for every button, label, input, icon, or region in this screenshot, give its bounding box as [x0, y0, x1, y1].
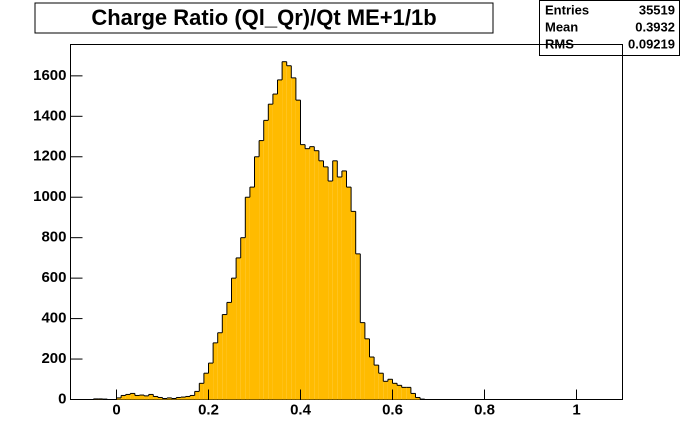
bar: [392, 383, 398, 400]
bar: [148, 394, 154, 400]
bar: [185, 396, 191, 400]
bar: [397, 385, 402, 400]
bar: [415, 397, 421, 400]
bar: [171, 398, 177, 400]
bar: [259, 140, 264, 400]
bar: [190, 395, 195, 400]
bar: [314, 150, 319, 400]
stat-value: 0.09219: [628, 36, 675, 51]
bar: [309, 146, 315, 400]
y-tick-label: 0: [58, 390, 66, 407]
bar: [369, 357, 375, 400]
x-tick-label: 1: [572, 401, 580, 418]
x-tick-label: 0.4: [290, 401, 312, 418]
bar: [121, 395, 126, 400]
bar: [139, 395, 145, 400]
bar: [176, 397, 181, 400]
bar: [130, 393, 135, 400]
bar: [231, 278, 237, 400]
bar: [355, 253, 361, 400]
y-tick-label: 1600: [33, 67, 66, 84]
bar: [157, 397, 163, 400]
bar: [254, 156, 260, 400]
bar: [199, 383, 204, 400]
bar: [387, 379, 393, 400]
chart-title: Charge Ratio (Ql_Qr)/Qt ME+1/1b: [91, 5, 436, 30]
bar: [374, 365, 379, 400]
bar: [245, 197, 250, 400]
bar: [360, 322, 365, 400]
x-tick-label: 0.8: [474, 401, 495, 418]
bar: [194, 391, 200, 400]
bar: [263, 120, 269, 400]
bar: [401, 387, 407, 400]
stat-label: RMS: [545, 36, 574, 51]
stats-box: [539, 0, 680, 56]
bar: [222, 314, 227, 400]
bar: [323, 166, 329, 400]
bar: [295, 100, 301, 400]
stat-value: 35519: [639, 2, 675, 17]
bar: [180, 397, 186, 400]
bar: [125, 394, 131, 400]
bar: [328, 181, 333, 400]
bar: [213, 342, 218, 400]
bar: [341, 170, 347, 400]
y-tick-label: 1200: [33, 148, 66, 165]
y-tick-label: 200: [41, 350, 66, 367]
bar: [277, 79, 283, 400]
bar: [383, 381, 388, 400]
bar: [346, 187, 352, 400]
bar: [226, 302, 232, 400]
bar: [337, 176, 342, 400]
bar: [208, 363, 214, 400]
bar: [203, 373, 209, 400]
bar: [217, 332, 223, 400]
bar: [378, 373, 384, 400]
stat-label: Entries: [545, 2, 589, 17]
y-tick-label: 400: [41, 310, 66, 327]
x-tick-label: 0.2: [198, 401, 219, 418]
bar: [286, 65, 292, 400]
bar: [162, 398, 168, 400]
title-box: [34, 2, 494, 34]
bar: [153, 396, 158, 400]
bar: [332, 160, 338, 400]
bar: [305, 148, 310, 400]
x-tick-label: 0.6: [382, 401, 403, 418]
bar: [351, 211, 356, 400]
y-tick-label: 1400: [33, 107, 66, 124]
bar: [116, 397, 122, 400]
bar: [249, 187, 255, 400]
stat-value: 0.3932: [635, 19, 675, 34]
stat-label: Mean: [545, 19, 578, 34]
bar: [144, 395, 149, 400]
bar: [406, 387, 411, 400]
bar: [240, 237, 246, 400]
bar: [364, 338, 370, 400]
y-tick-label: 600: [41, 269, 66, 286]
bar: [282, 61, 287, 400]
x-tick-label: 0: [112, 401, 120, 418]
y-tick-label: 1000: [33, 188, 66, 205]
bar: [318, 160, 324, 400]
bar: [236, 257, 241, 400]
bar: [291, 77, 296, 400]
bar: [134, 395, 140, 400]
bar: [167, 397, 172, 400]
bar: [410, 393, 416, 400]
bar: [272, 94, 278, 400]
bar: [268, 104, 273, 400]
bar: [300, 144, 306, 400]
y-tick-label: 800: [41, 229, 66, 246]
